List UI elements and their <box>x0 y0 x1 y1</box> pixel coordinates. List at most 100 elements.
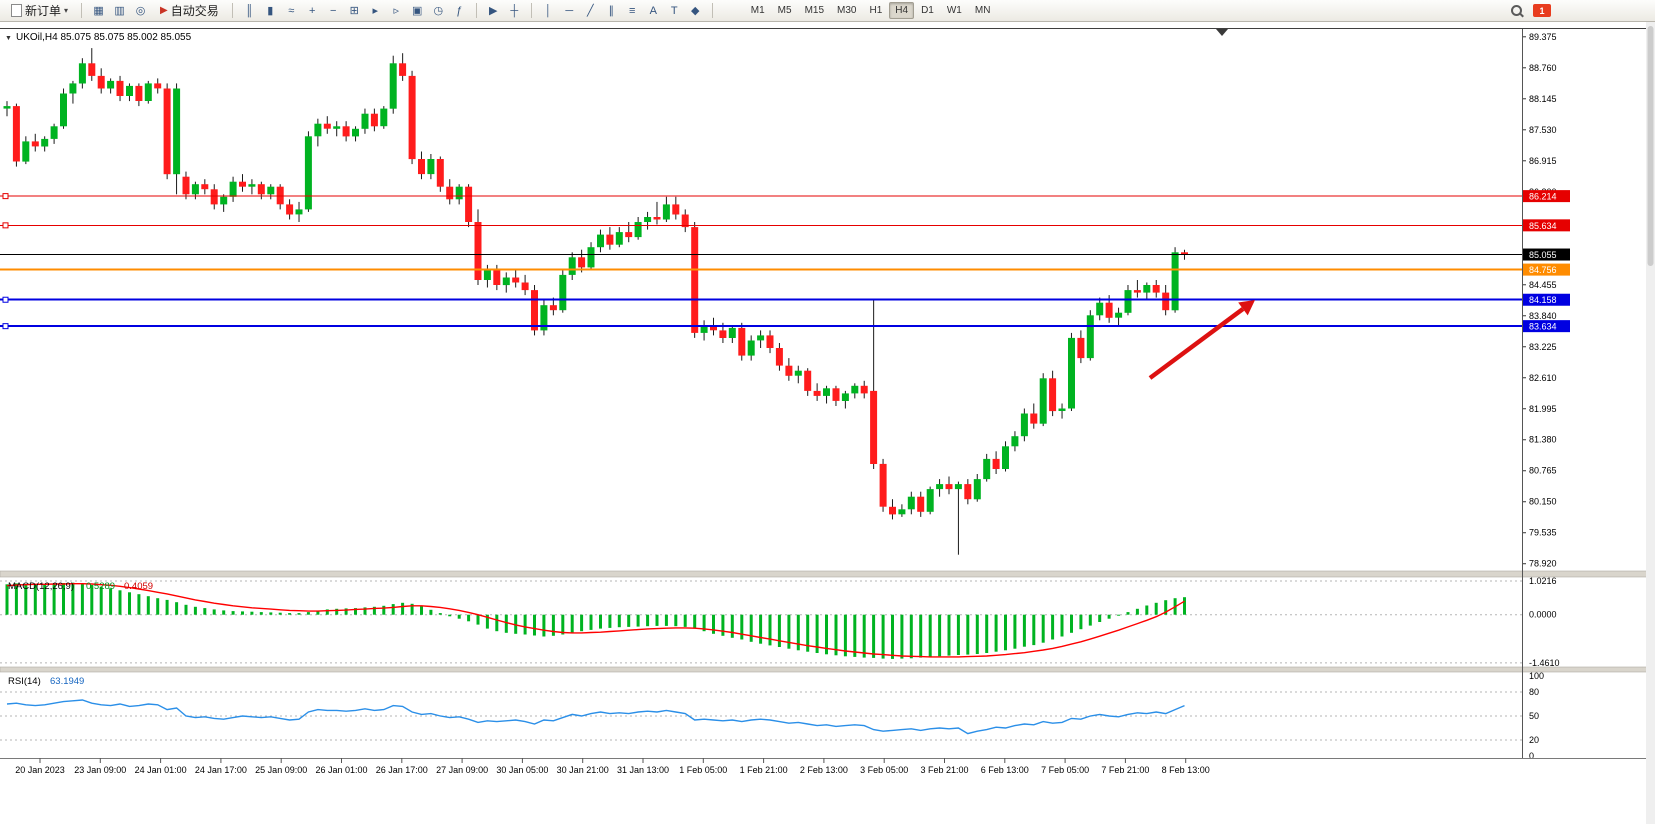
svg-text:83.634: 83.634 <box>1529 322 1557 332</box>
time-axis-label: 2 Feb 13:00 <box>800 765 848 775</box>
search-icon[interactable] <box>1510 4 1524 18</box>
rsi-value: 63.1949 <box>50 676 84 687</box>
timeframe-m5-button[interactable]: M5 <box>777 5 792 16</box>
macd-histogram <box>5 582 1186 659</box>
panel-separator[interactable] <box>0 666 1655 673</box>
time-axis-label: 1 Feb 05:00 <box>679 765 727 775</box>
periods-icon[interactable]: ◷ <box>433 5 444 17</box>
svg-text:86.214: 86.214 <box>1529 192 1557 202</box>
autotrading-icon: ▶ <box>160 5 168 16</box>
price-line-handle[interactable] <box>2 296 9 303</box>
svg-text:83.225: 83.225 <box>1529 342 1557 352</box>
new-order-icon <box>11 4 22 17</box>
price-line-handle[interactable] <box>2 193 9 200</box>
timeframe-h4-button[interactable]: H4 <box>889 2 915 19</box>
panel-separator[interactable] <box>0 570 1655 578</box>
timeframe-d1-button[interactable]: D1 <box>921 5 934 16</box>
trend-arrow-head <box>1238 300 1255 316</box>
chevron-down-icon: ▾ <box>64 6 69 15</box>
trendline-icon[interactable]: ╱ <box>586 5 594 17</box>
cursor-tools-group: ▶ ┼ <box>483 1 525 20</box>
chart-title: UKOil,H4 85.075 85.075 85.002 85.055 <box>16 32 192 43</box>
svg-text:88.760: 88.760 <box>1529 63 1557 73</box>
price-line-handle[interactable] <box>2 222 9 229</box>
price-badge <box>1523 293 1570 306</box>
toolbar-separator <box>475 3 477 18</box>
cursor-icon[interactable]: ▶ <box>489 5 498 17</box>
time-axis-label: 25 Jan 09:00 <box>255 765 307 775</box>
macd-signal-line <box>6 583 1185 658</box>
time-axis-label: 24 Jan 17:00 <box>195 765 247 775</box>
svg-text:84.756: 84.756 <box>1529 265 1557 275</box>
time-axis-label: 30 Jan 21:00 <box>557 765 609 775</box>
chart-window-background[interactable] <box>0 22 1655 824</box>
rsi-label: RSI(14) <box>8 676 41 687</box>
svg-text:89.375: 89.375 <box>1529 32 1557 42</box>
time-axis-label: 1 Feb 21:00 <box>740 765 788 775</box>
market-watch-icon[interactable]: ▦ <box>93 5 104 17</box>
svg-text:84.158: 84.158 <box>1529 295 1557 305</box>
new-chart-icon[interactable]: ▣ <box>412 5 423 17</box>
svg-text:80.765: 80.765 <box>1529 466 1557 476</box>
chart-shift-icon[interactable]: ▹ <box>393 5 400 17</box>
timeframe-h1-button[interactable]: H1 <box>869 5 883 16</box>
zoom-out-icon[interactable]: − <box>330 4 337 17</box>
svg-text:83.840: 83.840 <box>1529 311 1557 321</box>
navigator-icon[interactable]: ◎ <box>135 5 146 17</box>
scrollbar-track[interactable] <box>1646 22 1655 824</box>
svg-text:100: 100 <box>1529 671 1544 681</box>
notification-badge[interactable]: 1 <box>1533 4 1551 17</box>
price-line-handle[interactable] <box>2 323 9 330</box>
line-chart-icon[interactable]: ≈ <box>288 4 295 17</box>
horizontal-line-icon[interactable]: ─ <box>565 4 574 17</box>
arrows-list-icon[interactable]: ◆ <box>691 5 700 17</box>
toolbar-separator <box>231 3 233 18</box>
text-icon[interactable]: A <box>649 4 657 17</box>
toolbar-right-group: 1 <box>1510 4 1551 18</box>
toolbar-separator <box>81 3 83 18</box>
collapse-icon[interactable]: ▼ <box>5 35 12 42</box>
timeframe-m15-button[interactable]: M15 <box>804 5 825 16</box>
macd-label: MACD(12,26,9) <box>8 581 74 592</box>
toolbar-separator <box>530 3 532 18</box>
macd-main-value: 0.5289 <box>86 581 115 592</box>
price-badge <box>1523 263 1570 276</box>
scrollbar-thumb[interactable] <box>1647 26 1654 266</box>
rsi-line <box>6 699 1185 735</box>
timeframe-w1-button[interactable]: W1 <box>946 5 962 16</box>
indicators-icon[interactable]: ƒ <box>456 4 463 17</box>
trend-arrow[interactable] <box>1148 307 1245 380</box>
label-icon[interactable]: T <box>670 4 678 17</box>
timeframe-m30-button[interactable]: M30 <box>837 5 857 16</box>
svg-text:87.530: 87.530 <box>1529 125 1557 135</box>
autotrading-label: 自动交易 <box>170 4 219 18</box>
timeframe-m1-button[interactable]: M1 <box>750 5 765 16</box>
candlestick-chart-icon[interactable]: ▮ <box>267 5 274 17</box>
price-badge <box>1523 248 1570 261</box>
fibonacci-icon[interactable]: ≡ <box>629 4 636 17</box>
svg-text:85.634: 85.634 <box>1529 221 1557 231</box>
svg-text:-1.4610: -1.4610 <box>1529 658 1560 668</box>
chart-shift-marker[interactable] <box>1216 29 1228 36</box>
data-window-icon[interactable]: ▥ <box>114 5 125 17</box>
zoom-in-icon[interactable]: + <box>309 4 316 17</box>
price-badge <box>1523 320 1570 333</box>
auto-scroll-icon[interactable]: ▸ <box>372 5 379 17</box>
svg-text:81.995: 81.995 <box>1529 404 1557 414</box>
new-order-label: 新订单 <box>25 4 62 18</box>
time-axis-label: 26 Jan 01:00 <box>315 765 367 775</box>
svg-text:80.150: 80.150 <box>1529 497 1557 507</box>
equidistant-channel-icon[interactable]: ∥ <box>608 5 615 17</box>
autotrading-button[interactable]: ▶ 自动交易 <box>154 0 225 21</box>
crosshair-icon[interactable]: ┼ <box>510 4 519 17</box>
new-order-button[interactable]: 新订单 ▾ <box>5 0 74 21</box>
price-badge <box>1523 190 1570 203</box>
tile-windows-icon[interactable]: ⊞ <box>349 5 359 17</box>
vertical-line-icon[interactable]: │ <box>544 4 552 17</box>
svg-text:81.380: 81.380 <box>1529 435 1557 445</box>
timeframe-mn-button[interactable]: MN <box>974 5 991 16</box>
bar-chart-icon[interactable]: ║ <box>245 4 254 17</box>
price-badge <box>1523 219 1570 232</box>
svg-text:88.145: 88.145 <box>1529 94 1557 104</box>
